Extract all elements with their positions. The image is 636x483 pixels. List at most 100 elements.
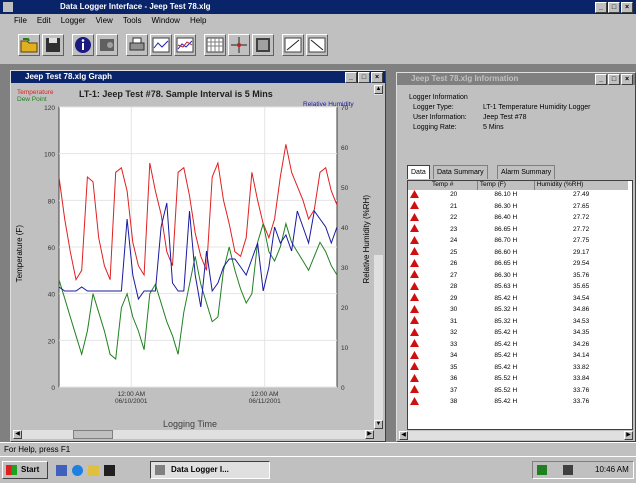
menu-help[interactable]: Help <box>190 14 206 28</box>
minimize-button[interactable]: _ <box>595 2 607 13</box>
zoom-in-button[interactable] <box>282 34 304 56</box>
info-maximize-button[interactable]: □ <box>608 74 620 85</box>
save-button[interactable] <box>42 34 64 56</box>
logger-settings-button[interactable] <box>96 34 118 56</box>
table-view-button[interactable] <box>252 34 274 56</box>
logger-info-heading: Logger Information <box>409 93 629 103</box>
quicklaunch-desktop-icon[interactable] <box>56 465 67 476</box>
cell-temp: 86.30 H <box>477 201 534 213</box>
cell-temp-num: 27 <box>430 270 477 282</box>
y2-tick-label: 60 <box>341 145 349 152</box>
table-row[interactable]: 25 86.60 H 29.17 <box>408 247 628 259</box>
table-row[interactable]: 37 85.52 H 33.76 <box>408 385 628 397</box>
table-row[interactable]: 26 86.65 H 29.54 <box>408 259 628 271</box>
graph-horizontal-scrollbar[interactable]: ◀ ▶ <box>13 430 374 439</box>
multi-line-chart-button[interactable] <box>174 34 196 56</box>
table-row[interactable]: 35 85.42 H 33.82 <box>408 362 628 374</box>
menu-file[interactable]: File <box>14 14 27 28</box>
column-header-temp-num[interactable]: Temp # <box>430 181 477 190</box>
alarm-icon <box>408 339 430 351</box>
table-row[interactable]: 31 85.32 H 34.53 <box>408 316 628 328</box>
quicklaunch-email-icon[interactable] <box>88 465 99 476</box>
table-row[interactable]: 22 86.40 H 27.72 <box>408 213 628 225</box>
menu-tools[interactable]: Tools <box>123 14 142 28</box>
cell-humidity: 27.65 <box>534 201 628 213</box>
column-header-temp[interactable]: Temp (F) <box>477 181 534 190</box>
table-scroll-left-button[interactable]: ◀ <box>399 431 408 440</box>
h-scroll-thumb[interactable] <box>73 430 113 439</box>
graph-maximize-button[interactable]: □ <box>358 72 370 83</box>
cell-humidity: 33.76 <box>534 385 628 397</box>
table-row[interactable]: 32 85.42 H 34.35 <box>408 328 628 340</box>
table-row[interactable]: 24 86.70 H 27.75 <box>408 236 628 248</box>
table-row[interactable]: 29 85.42 H 34.54 <box>408 293 628 305</box>
alarm-icon <box>408 247 430 259</box>
quicklaunch-media-icon[interactable] <box>104 465 115 476</box>
table-row[interactable]: 27 86.30 H 35.76 <box>408 270 628 282</box>
table-row[interactable]: 20 86.10 H 27.49 <box>408 190 628 202</box>
table-header-row: Temp # Temp (F) Humidity (%RH) <box>408 181 628 190</box>
graph-vertical-scrollbar[interactable]: ▲ ▼ <box>374 85 383 429</box>
scroll-right-button[interactable]: ▶ <box>365 430 374 439</box>
logging-rate-value: 5 Mins <box>483 123 504 133</box>
quicklaunch-browser-icon[interactable] <box>72 465 83 476</box>
grid-toggle-button[interactable] <box>204 34 226 56</box>
alarm-icon <box>408 351 430 363</box>
crosshair-button[interactable] <box>228 34 250 56</box>
tab-data[interactable]: Data <box>407 165 430 179</box>
start-button[interactable]: Start <box>2 461 48 479</box>
line-chart-button[interactable] <box>150 34 172 56</box>
info-close-button[interactable]: × <box>621 74 633 85</box>
multi-line-graph-icon <box>175 35 195 55</box>
open-button[interactable] <box>18 34 40 56</box>
tray-network-icon[interactable] <box>537 465 547 475</box>
tray-volume-icon[interactable] <box>563 465 573 475</box>
menu-edit[interactable]: Edit <box>37 14 51 28</box>
alarm-icon <box>408 270 430 282</box>
scroll-down-button[interactable]: ▼ <box>374 420 383 429</box>
app-icon[interactable] <box>3 2 13 12</box>
cell-temp-num: 26 <box>430 259 477 271</box>
graph-minimize-button[interactable]: _ <box>345 72 357 83</box>
table-horizontal-scrollbar[interactable]: ◀ ▶ <box>399 431 633 440</box>
menu-view[interactable]: View <box>96 14 113 28</box>
print-button[interactable] <box>126 34 148 56</box>
zoom-out-button[interactable] <box>306 34 328 56</box>
info-button[interactable] <box>72 34 94 56</box>
maximize-button[interactable]: □ <box>608 2 620 13</box>
cell-temp-num: 37 <box>430 385 477 397</box>
cell-humidity: 27.72 <box>534 224 628 236</box>
data-table-container: Temp # Temp (F) Humidity (%RH) 20 86.10 H… <box>407 180 633 430</box>
alarm-icon <box>408 328 430 340</box>
tab-data-summary[interactable]: Data Summary <box>433 165 488 179</box>
table-row[interactable]: 34 85.42 H 34.14 <box>408 351 628 363</box>
table-row[interactable]: 36 85.52 H 33.84 <box>408 374 628 386</box>
table-row[interactable]: 21 86.30 H 27.65 <box>408 201 628 213</box>
menu-logger[interactable]: Logger <box>61 14 86 28</box>
cell-humidity: 29.54 <box>534 259 628 271</box>
info-minimize-button[interactable]: _ <box>595 74 607 85</box>
table-row[interactable]: 33 85.42 H 34.26 <box>408 339 628 351</box>
windows-logo-icon <box>6 465 17 475</box>
menu-window[interactable]: Window <box>152 14 180 28</box>
table-row[interactable]: 28 85.63 H 35.65 <box>408 282 628 294</box>
scroll-thumb[interactable] <box>374 95 383 255</box>
y2-tick-label: 20 <box>341 305 349 312</box>
logger-type-value: LT-1 Temperature Humidity Logger <box>483 103 591 113</box>
table-row[interactable]: 30 85.32 H 34.86 <box>408 305 628 317</box>
cell-temp: 85.32 H <box>477 305 534 317</box>
close-button[interactable]: × <box>621 2 633 13</box>
scroll-left-button[interactable]: ◀ <box>13 430 22 439</box>
table-scroll-right-button[interactable]: ▶ <box>624 431 633 440</box>
tab-alarm-summary[interactable]: Alarm Summary <box>497 165 555 179</box>
column-header-humidity[interactable]: Humidity (%RH) <box>534 181 628 190</box>
taskbar-app-label: Data Logger I... <box>171 465 229 474</box>
chart-plot: 02040608010012001020304050607012:00 AM06… <box>13 85 374 429</box>
table-row[interactable]: 23 86.65 H 27.72 <box>408 224 628 236</box>
info-window: Jeep Test 78.xlg Information _ □ × Logge… <box>396 72 636 442</box>
taskbar-app-button[interactable]: Data Logger I... <box>150 461 270 479</box>
graph-close-button[interactable]: × <box>371 72 383 83</box>
table-row[interactable]: 38 85.42 H 33.76 <box>408 397 628 409</box>
info-icon <box>73 35 93 55</box>
scroll-up-button[interactable]: ▲ <box>374 85 383 94</box>
